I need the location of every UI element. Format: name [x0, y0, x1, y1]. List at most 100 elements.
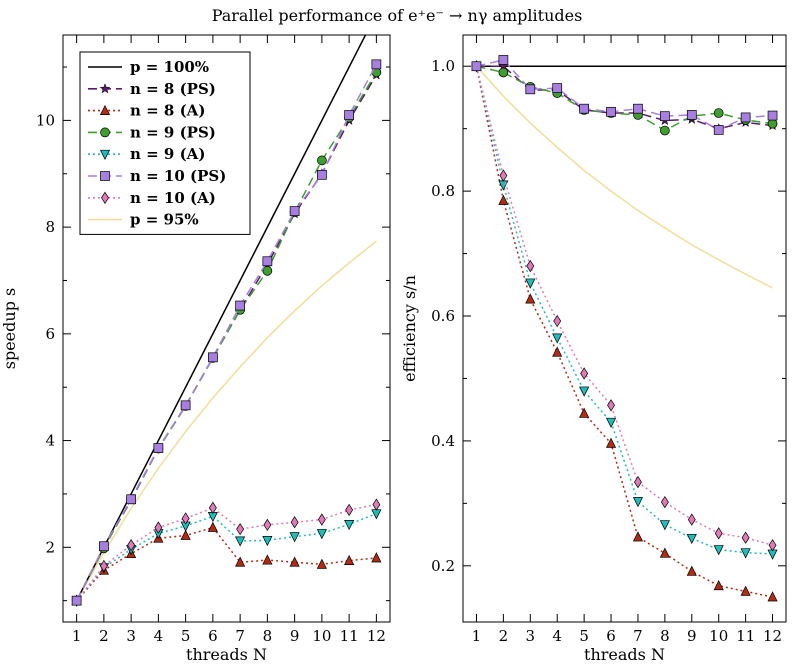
x-tick-label: 8 [660, 627, 670, 645]
x-tick-label: 2 [499, 627, 509, 645]
series-layer-left [71, 35, 382, 607]
data-point-n10ps [552, 83, 563, 93]
legend-marker-n8a [99, 104, 111, 115]
legend-entry-n8ps: n = 8 (PS) [88, 80, 216, 98]
legend-label-amdahl95: p = 95% [130, 211, 199, 229]
data-point-n10ps [498, 55, 509, 65]
x-tick-label: 1 [472, 627, 482, 645]
data-point-n9a [344, 519, 355, 531]
data-point-n10a [154, 521, 163, 534]
series-n10ps [471, 55, 778, 135]
x-tick-label: 12 [763, 627, 782, 645]
data-point-n9ps [713, 108, 724, 118]
x-tick-label: 3 [126, 627, 136, 645]
legend-entry-n10a: n = 10 (A) [88, 189, 216, 207]
data-point-n9a [632, 497, 644, 508]
data-point-n10a [290, 516, 299, 529]
data-point-n10a [714, 527, 723, 540]
series-layer-right [470, 55, 786, 602]
y-tick-label: 10 [36, 111, 55, 129]
series-line-n8a [76, 526, 377, 602]
data-point-n9a [605, 417, 617, 428]
plot-frame-left [62, 34, 391, 623]
series-amdahl95 [75, 240, 377, 602]
legend-label-n9a: n = 9 (A) [130, 145, 205, 163]
data-point-n10ps [660, 111, 670, 122]
data-point-n9a [686, 533, 697, 545]
data-point-n10ps [235, 300, 245, 311]
data-point-n10ps [686, 110, 697, 120]
data-point-n9a [235, 536, 246, 547]
x-tick-label: 3 [526, 627, 536, 645]
data-point-n10a [580, 367, 589, 380]
data-point-n10ps [371, 59, 382, 70]
series-n8ps [470, 60, 779, 134]
x-tick-label: 8 [263, 627, 273, 645]
x-tick-label: 12 [367, 627, 386, 645]
data-point-n8a [498, 194, 509, 205]
data-point-n10ps [579, 103, 589, 114]
y-axis-label: efficiency s/n [400, 275, 419, 382]
data-point-n10ps [606, 106, 616, 117]
data-point-n9a [740, 548, 751, 559]
legend-marker-n10ps [100, 171, 110, 181]
x-tick-label: 4 [154, 627, 164, 645]
data-point-n10a [99, 559, 108, 573]
data-point-n8a [180, 529, 191, 540]
y-tick-label: 0.2 [431, 557, 455, 575]
data-point-n9a [316, 529, 327, 540]
legend-label-n8ps: n = 8 (PS) [130, 80, 216, 98]
x-tick-label: 11 [736, 627, 755, 645]
data-point-n10a [263, 518, 272, 532]
data-point-n10a [372, 498, 381, 511]
series-n10a [472, 60, 777, 552]
legend-entry-n8a: n = 8 (A) [88, 102, 205, 120]
data-point-n8a [740, 585, 751, 596]
data-point-n9a [579, 386, 590, 397]
data-point-n9a [525, 278, 536, 289]
data-point-n10a [499, 169, 508, 182]
data-point-n10a [741, 531, 750, 544]
data-point-n10a [687, 513, 696, 526]
data-point-n10a [345, 503, 354, 517]
data-point-n8a [525, 293, 536, 304]
x-tick-label: 9 [290, 627, 300, 645]
data-point-n8a [344, 554, 355, 565]
y-tick-label: 8 [45, 218, 55, 236]
data-point-n10ps [289, 206, 300, 216]
x-tick-label: 1 [72, 627, 82, 645]
y-axis-label: speedup s [0, 288, 19, 369]
data-point-n8a [371, 552, 382, 563]
series-line-amdahl95 [475, 65, 773, 289]
data-point-n10a [607, 399, 615, 412]
data-point-n10a [317, 513, 326, 526]
plot-frame-right [462, 34, 787, 623]
data-point-n8a [686, 565, 697, 576]
x-tick-label: 10 [709, 627, 728, 645]
data-point-n10a [127, 539, 136, 552]
series-n10a [72, 498, 381, 607]
data-point-n10a [208, 501, 217, 514]
data-point-n8a [235, 556, 246, 567]
data-point-n8a [659, 547, 670, 558]
data-point-n10a [236, 522, 245, 536]
x-tick-label: 10 [312, 627, 331, 645]
data-point-n10a [634, 475, 642, 489]
data-point-n9ps [262, 266, 273, 276]
data-point-n8a [552, 346, 563, 357]
series-line-n9a [76, 512, 377, 602]
x-tick-label: 5 [579, 627, 589, 645]
data-point-n10ps [71, 595, 82, 606]
x-tick-label: 6 [606, 627, 616, 645]
series-line-n10a [76, 503, 377, 602]
data-point-n10ps [740, 112, 751, 123]
legend-label-n10ps: n = 10 (PS) [130, 167, 226, 185]
x-axis-label: threads N [584, 645, 665, 664]
data-point-n9ps [317, 155, 327, 166]
legend-marker-n9a [99, 149, 111, 160]
legend-entry-amdahl95: p = 95% [88, 211, 199, 229]
